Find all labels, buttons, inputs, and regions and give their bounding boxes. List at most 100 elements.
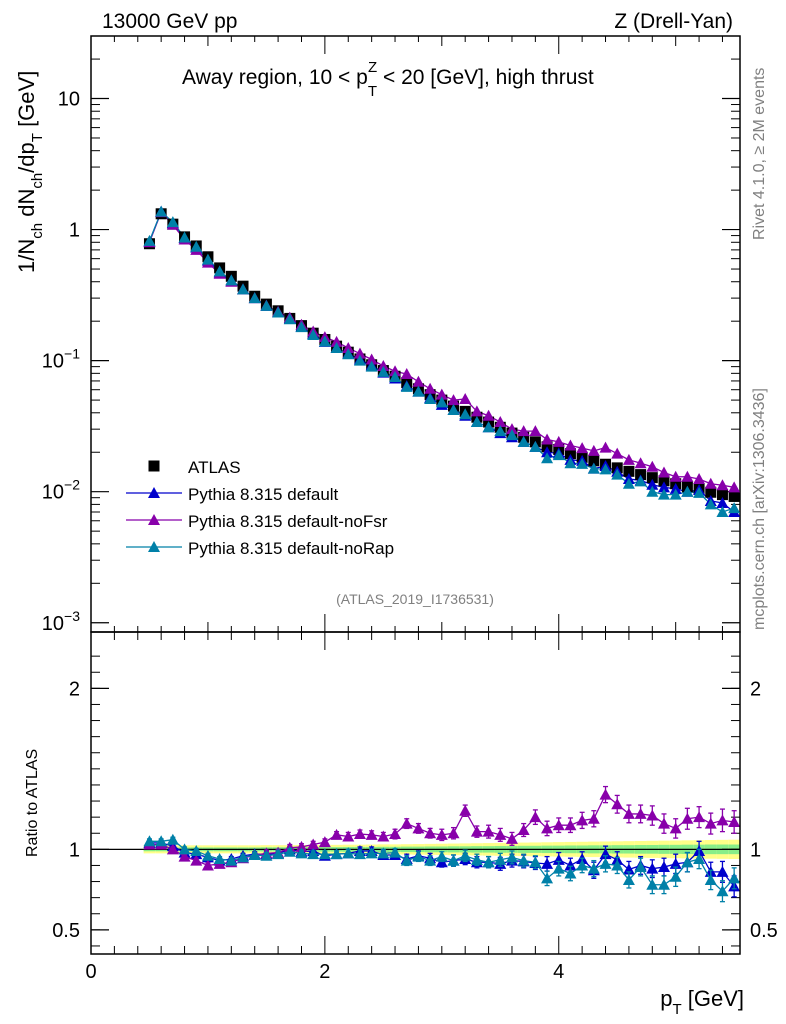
mc-point (225, 274, 238, 286)
ratio-point (400, 854, 413, 866)
ratio-point (576, 859, 589, 871)
mc-point (318, 335, 331, 347)
mc-point (529, 440, 542, 452)
ratio-point (646, 862, 659, 874)
ratio-point (482, 856, 495, 868)
ratio-point (529, 811, 542, 823)
mc-point (482, 421, 495, 433)
mc-point (517, 425, 530, 437)
ratio-point (353, 848, 366, 860)
ratio-y-tick-label: 2 (69, 678, 80, 700)
ratio-point (482, 825, 495, 837)
ratio-point (178, 850, 191, 862)
ratio-point (622, 863, 635, 875)
y-tick-label: 10−3 (42, 608, 80, 635)
mc-point (494, 425, 507, 437)
ratio-point (622, 807, 635, 819)
ratio-point (704, 873, 717, 885)
mc-point (447, 404, 460, 416)
ratio-point (295, 840, 308, 852)
ratio-point (330, 828, 343, 840)
ratio-point (716, 865, 729, 877)
atlas-point (564, 448, 576, 460)
mc-point (517, 435, 530, 447)
ratio-point (552, 853, 565, 865)
ratio-point (646, 809, 659, 821)
ratio-point (517, 824, 530, 836)
mc-point (622, 477, 635, 489)
mc-point (657, 481, 670, 493)
ratio-point (552, 819, 565, 831)
mc-point (494, 416, 507, 428)
ratio-point (552, 862, 565, 874)
ratio-point (272, 848, 285, 860)
ratio-point (728, 872, 741, 884)
ratio-point (494, 853, 507, 865)
mc-point (307, 328, 320, 340)
ratio-point (342, 830, 355, 842)
mc-point (155, 205, 168, 217)
ratio-point (190, 844, 203, 856)
y-tick-label: 10 (58, 89, 80, 111)
mc-point (248, 292, 261, 304)
ratio-point (459, 849, 472, 861)
ratio-point (470, 825, 483, 837)
mc-point (330, 335, 343, 347)
ratio-point (657, 878, 670, 890)
main-title: Away region, 10 < pTZ < 20 [GeV], high t… (182, 59, 594, 100)
ratio-point (424, 854, 437, 866)
series-line (148, 210, 735, 488)
mc-point (353, 347, 366, 359)
mc-point (365, 353, 378, 365)
mc-point (213, 265, 226, 277)
ratio-point (377, 830, 390, 842)
legend-label: Pythia 8.315 default-noFsr (188, 512, 388, 531)
mc-point (272, 306, 285, 318)
ratio-point (657, 861, 670, 873)
ratio-point (190, 854, 203, 866)
atlas-point (623, 465, 635, 477)
mc-point (412, 375, 425, 387)
legend-marker (148, 487, 160, 498)
ratio-point (611, 798, 624, 810)
legend-label: Pythia 8.315 default (188, 485, 339, 504)
main-panel: 10 1 10−1 10−2 10−3 Away region, 10 < pTZ < … (14, 35, 741, 635)
mc-point (529, 425, 542, 437)
ratio-point (166, 833, 179, 845)
ratio-point (155, 835, 168, 847)
mc-point (447, 394, 460, 406)
mc-point (634, 475, 647, 487)
y-tick-label: 1 (69, 220, 80, 242)
ratio-point (447, 854, 460, 866)
mc-point (353, 354, 366, 366)
ratio-point (716, 814, 729, 826)
mc-point (342, 348, 355, 360)
mc-point (646, 460, 659, 472)
mc-point (541, 446, 554, 458)
atlas-point (658, 475, 670, 487)
legend-label: ATLAS (188, 458, 241, 477)
mc-point (716, 496, 729, 508)
header-collision: 13000 GeV pp (102, 10, 237, 33)
ratio-point (669, 857, 682, 869)
ratio-point (564, 867, 577, 879)
mc-point (295, 321, 308, 333)
mc-point (365, 360, 378, 372)
ratio-point (283, 845, 296, 857)
ratio-y-tick-label-right: 0.5 (750, 920, 778, 942)
ratio-point (377, 847, 390, 859)
legend-marker (148, 514, 160, 525)
mc-point (681, 470, 694, 482)
ratio-point (295, 847, 308, 859)
x-tick-label: 0 (85, 961, 96, 983)
mc-point (400, 380, 413, 392)
ratio-point (704, 817, 717, 829)
mc-point (377, 365, 390, 377)
mc-point (190, 240, 203, 252)
mc-point (237, 283, 250, 295)
mc-point (657, 488, 670, 500)
mc-point (552, 435, 565, 447)
mc-point (669, 488, 682, 500)
atlas-point (588, 455, 600, 467)
